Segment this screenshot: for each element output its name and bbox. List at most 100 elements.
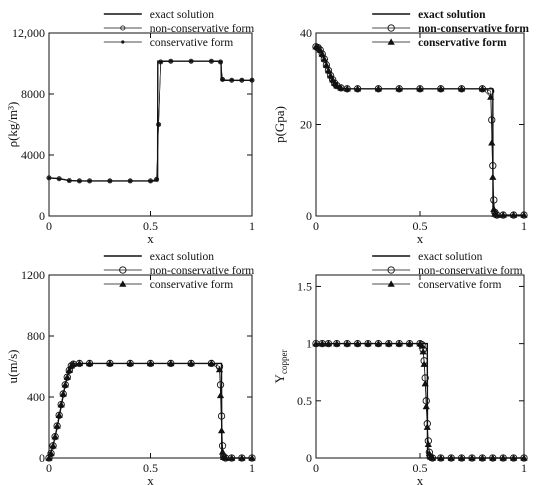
- y-tick-label: 0: [306, 209, 312, 223]
- x-tick-label: 0: [313, 461, 319, 475]
- data-point: [420, 360, 428, 367]
- y-tick-label: 12,000: [12, 26, 45, 40]
- legend-label: conservative form: [150, 37, 233, 49]
- data-point: [57, 177, 61, 181]
- y-tick-label: 800: [27, 329, 45, 343]
- data-point: [489, 173, 497, 180]
- y-axis-label: u(m/s): [5, 350, 20, 384]
- data-point: [187, 359, 195, 367]
- data-point: [437, 85, 445, 92]
- plot-area: [45, 359, 256, 462]
- data-point: [478, 85, 486, 92]
- data-point: [478, 454, 486, 461]
- data-point: [354, 85, 362, 92]
- data-point: [337, 84, 345, 91]
- data-point: [333, 82, 341, 89]
- data-point: [159, 60, 163, 64]
- data-point: [489, 454, 497, 461]
- plot-area: [312, 339, 528, 462]
- legend-marker: [387, 266, 395, 274]
- series-1: [316, 342, 524, 459]
- data-point: [146, 359, 155, 367]
- y-tick-label: 0.5: [297, 394, 312, 408]
- data-point: [148, 179, 153, 183]
- x-tick-label: 1: [249, 219, 255, 233]
- legend-marker: [121, 40, 125, 44]
- legend-label: non-conservative form: [418, 23, 529, 35]
- data-point: [218, 448, 227, 455]
- data-point: [218, 60, 223, 64]
- legend-label: conservative form: [418, 279, 501, 291]
- data-point: [189, 59, 193, 63]
- x-axis-label: x: [417, 231, 424, 246]
- data-point: [75, 359, 84, 367]
- series-3: [312, 340, 528, 461]
- data-point: [126, 359, 134, 367]
- legend-label: exact solution: [418, 9, 486, 21]
- chart-1: 0 0.5 1 0 4000 8000 12,000 x ρ(kg/m³) exact solut…: [5, 9, 255, 246]
- y-tick-label: 1.5: [297, 279, 312, 293]
- x-tick-label: 1: [249, 461, 255, 475]
- data-point: [421, 380, 429, 387]
- legend-marker: [119, 266, 127, 274]
- data-point: [510, 454, 518, 461]
- data-point: [354, 340, 362, 347]
- data-point: [250, 78, 254, 82]
- data-point: [343, 85, 351, 92]
- y-axis-label: ρ(kg/m³): [5, 102, 20, 148]
- legend-marker: [387, 38, 395, 45]
- legend-label: non-conservative form: [150, 23, 254, 35]
- data-point: [86, 359, 94, 367]
- data-point: [207, 359, 215, 367]
- series-2: [45, 359, 256, 462]
- y-tick-label: 0: [39, 209, 45, 223]
- x-tick-label: 1: [521, 461, 527, 475]
- y-axis-label-subscript: copper: [279, 350, 289, 375]
- data-point: [157, 122, 161, 127]
- data-point: [63, 373, 71, 380]
- data-point: [499, 211, 507, 218]
- data-point: [216, 391, 225, 399]
- data-point: [169, 59, 173, 63]
- x-tick-label: 0.5: [413, 219, 428, 233]
- data-point: [318, 340, 326, 347]
- legend-label: conservative form: [418, 37, 507, 49]
- y-tick-label: 8000: [21, 87, 45, 101]
- data-point: [106, 359, 114, 367]
- data-point: [385, 340, 393, 347]
- legend-label: exact solution: [150, 251, 214, 263]
- plot-frame: [315, 274, 525, 459]
- data-point: [209, 59, 213, 63]
- data-point: [220, 77, 225, 82]
- data-point: [364, 340, 372, 347]
- data-point: [422, 402, 430, 410]
- data-point: [67, 179, 71, 183]
- data-point: [406, 340, 414, 347]
- data-point: [108, 179, 112, 183]
- data-point: [65, 366, 73, 374]
- data-point: [320, 55, 328, 62]
- data-point: [45, 454, 53, 461]
- data-point: [216, 381, 225, 389]
- data-point: [458, 454, 466, 461]
- data-point: [128, 179, 132, 183]
- x-tick-label: 0.5: [143, 461, 158, 475]
- legend: exact solution non-conservative form conse…: [103, 9, 254, 49]
- data-point: [437, 454, 445, 461]
- y-tick-label: 1: [306, 337, 312, 351]
- data-point: [447, 454, 455, 461]
- legend: exact solution non-conservative form conse…: [103, 251, 254, 291]
- chart-2: 0 0.5 1 0 20 40 x p(Gpa) exact solution non-conse…: [272, 9, 529, 246]
- data-point: [374, 85, 382, 92]
- series-line: [316, 343, 524, 459]
- y-tick-label: 4000: [21, 148, 45, 162]
- data-point: [395, 340, 403, 347]
- data-point: [416, 85, 424, 92]
- data-point: [333, 340, 341, 347]
- data-point: [217, 426, 226, 434]
- data-point: [425, 449, 433, 457]
- series-3: [312, 43, 528, 218]
- x-tick-label: 0: [46, 461, 52, 475]
- data-point: [520, 211, 528, 218]
- series-2: [312, 339, 528, 462]
